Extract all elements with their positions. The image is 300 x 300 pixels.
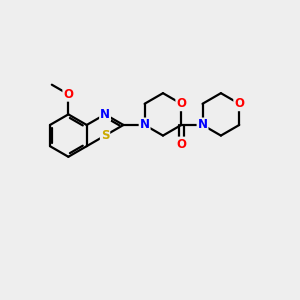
Text: S: S: [101, 129, 109, 142]
Text: N: N: [197, 118, 208, 131]
Text: O: O: [63, 88, 73, 101]
Text: O: O: [176, 97, 186, 110]
Text: N: N: [140, 118, 150, 131]
Text: N: N: [100, 108, 110, 121]
Text: O: O: [176, 138, 186, 151]
Text: O: O: [234, 97, 244, 110]
